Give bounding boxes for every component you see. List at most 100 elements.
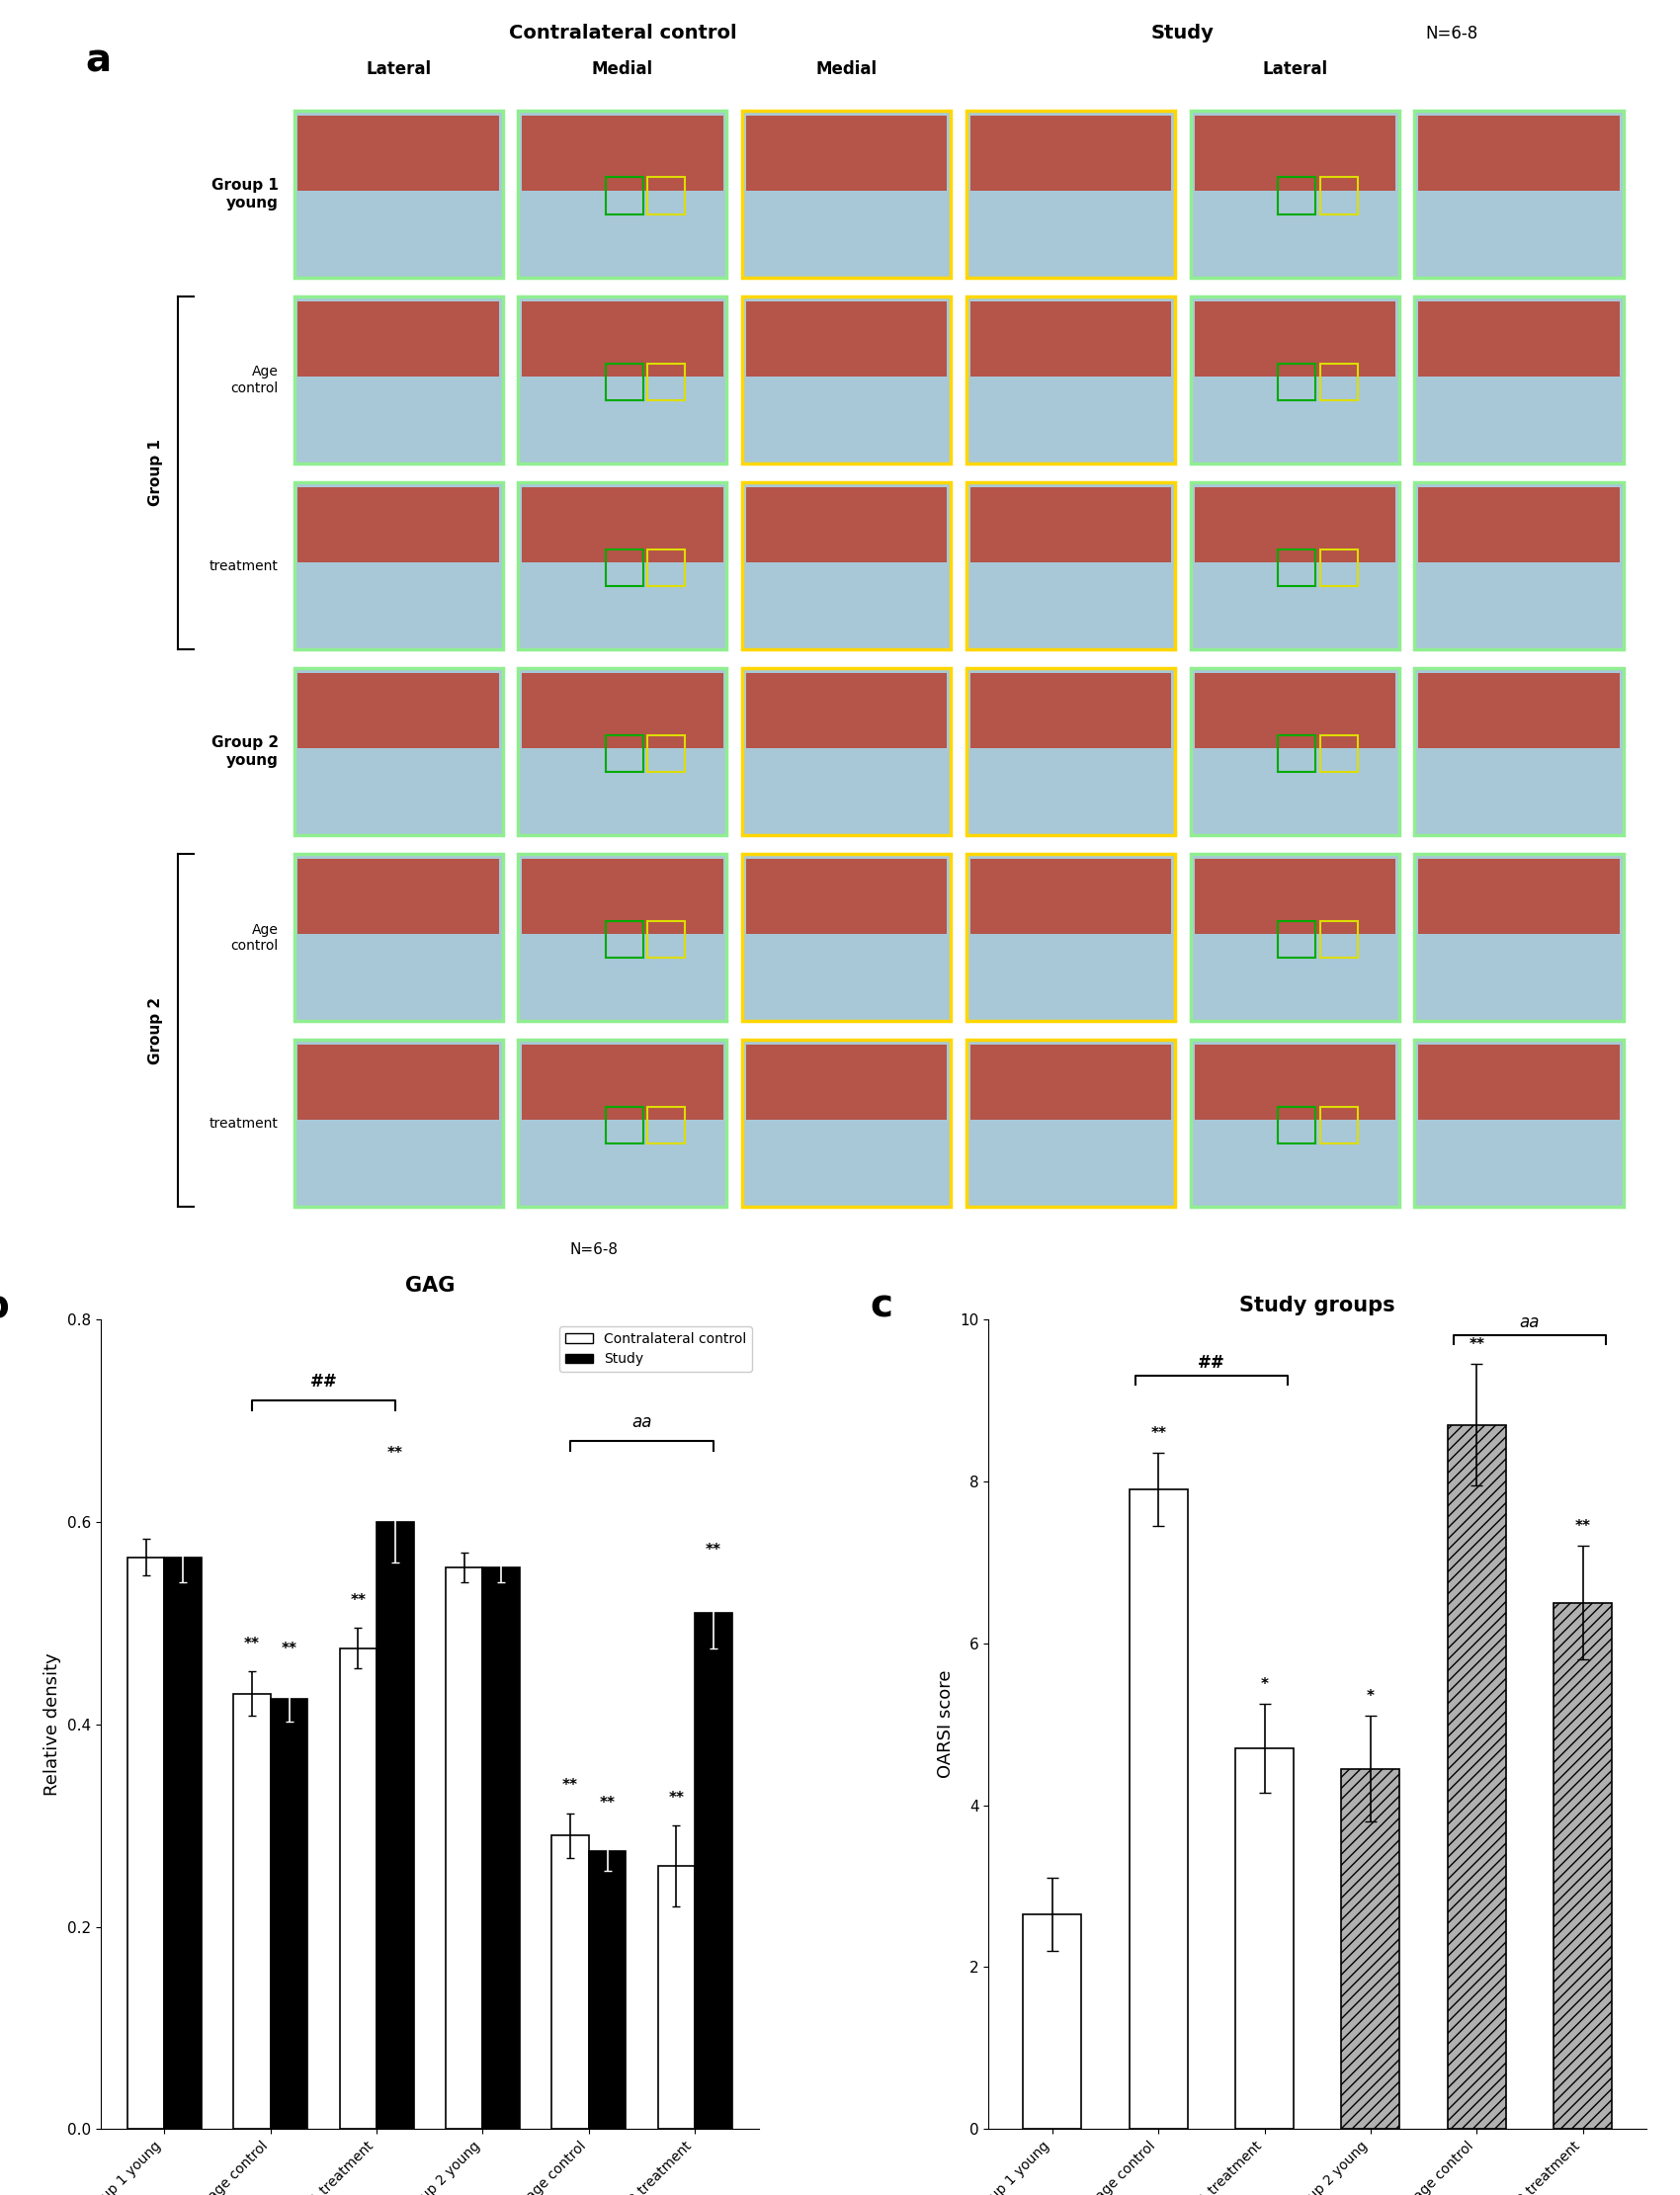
Text: **: ** xyxy=(388,1447,403,1462)
Text: Group 1
young: Group 1 young xyxy=(212,178,279,211)
Bar xyxy=(647,735,685,773)
Bar xyxy=(522,1045,722,1119)
Bar xyxy=(647,178,685,215)
Bar xyxy=(1278,735,1315,773)
Bar xyxy=(1320,1106,1357,1144)
Text: **: ** xyxy=(600,1796,615,1811)
Text: Group 2
young: Group 2 young xyxy=(212,735,279,768)
Bar xyxy=(1418,1045,1620,1119)
Text: **: ** xyxy=(706,1543,721,1556)
Text: **: ** xyxy=(669,1791,684,1804)
Text: treatment: treatment xyxy=(210,560,279,573)
Bar xyxy=(588,1850,627,2129)
Bar xyxy=(969,674,1171,748)
Text: Age
control: Age control xyxy=(230,364,279,395)
Text: N=6-8: N=6-8 xyxy=(570,1242,618,1258)
Bar xyxy=(234,1695,270,2129)
Text: *: * xyxy=(1260,1677,1268,1692)
Text: **: ** xyxy=(563,1778,578,1793)
Text: Medial: Medial xyxy=(816,59,877,77)
Bar xyxy=(297,487,499,562)
Bar xyxy=(1418,301,1620,375)
Bar xyxy=(1418,487,1620,562)
Bar xyxy=(606,362,643,399)
Bar xyxy=(1194,301,1394,375)
Text: c: c xyxy=(870,1286,894,1324)
Bar xyxy=(1320,362,1357,399)
Bar xyxy=(969,114,1171,191)
Y-axis label: Relative density: Relative density xyxy=(44,1653,62,1796)
Bar xyxy=(696,1613,732,2129)
Bar xyxy=(522,301,722,375)
Bar xyxy=(969,858,1171,935)
Bar xyxy=(647,922,685,957)
Text: **: ** xyxy=(706,1543,721,1556)
Text: Group 2: Group 2 xyxy=(148,997,163,1065)
Bar xyxy=(339,1648,376,2129)
Bar xyxy=(297,301,499,375)
Bar xyxy=(1448,1425,1505,2129)
Text: Study: Study xyxy=(1151,24,1215,42)
Bar xyxy=(1278,922,1315,957)
Bar xyxy=(1194,674,1394,748)
Bar xyxy=(1235,1749,1294,2129)
Text: **: ** xyxy=(600,1796,615,1811)
Bar xyxy=(165,1556,202,2129)
Text: **: ** xyxy=(281,1642,297,1657)
Text: Lateral: Lateral xyxy=(366,59,432,77)
Text: Age
control: Age control xyxy=(230,922,279,953)
Bar xyxy=(1194,114,1394,191)
Text: **: ** xyxy=(281,1642,297,1657)
Text: treatment: treatment xyxy=(210,1117,279,1130)
Title: Study groups: Study groups xyxy=(1240,1295,1396,1315)
Bar xyxy=(270,1699,307,2129)
Bar xyxy=(606,735,643,773)
Bar xyxy=(746,858,948,935)
Bar xyxy=(746,487,948,562)
Bar xyxy=(522,114,722,191)
Text: aa: aa xyxy=(632,1414,652,1431)
Bar xyxy=(1023,1914,1082,2129)
Text: **: ** xyxy=(388,1447,403,1462)
Text: *: * xyxy=(1366,1690,1374,1703)
Bar xyxy=(969,301,1171,375)
Bar xyxy=(1278,178,1315,215)
Bar xyxy=(746,1045,948,1119)
Title: GAG: GAG xyxy=(405,1275,455,1295)
Bar xyxy=(1418,674,1620,748)
Bar xyxy=(1278,549,1315,586)
Text: Group 1: Group 1 xyxy=(148,439,163,507)
Y-axis label: OARSI score: OARSI score xyxy=(937,1670,954,1778)
Bar xyxy=(969,487,1171,562)
Text: Lateral: Lateral xyxy=(1262,59,1327,77)
Bar xyxy=(647,1106,685,1144)
Bar xyxy=(1194,1045,1394,1119)
Legend: Contralateral control, Study: Contralateral control, Study xyxy=(559,1326,751,1372)
Bar xyxy=(1554,1602,1611,2129)
Bar xyxy=(1418,858,1620,935)
Text: N=6-8: N=6-8 xyxy=(1425,24,1478,42)
Bar xyxy=(746,114,948,191)
Bar xyxy=(1320,549,1357,586)
Text: ##: ## xyxy=(1198,1354,1225,1372)
Bar xyxy=(445,1567,482,2129)
Text: **: ** xyxy=(1574,1519,1591,1534)
Bar xyxy=(606,178,643,215)
Bar xyxy=(1320,735,1357,773)
Bar xyxy=(297,858,499,935)
Bar xyxy=(1278,362,1315,399)
Text: a: a xyxy=(86,42,111,79)
Bar xyxy=(376,1521,413,2129)
Text: **: ** xyxy=(1468,1337,1485,1352)
Bar xyxy=(1194,858,1394,935)
Bar xyxy=(522,674,722,748)
Bar xyxy=(1278,1106,1315,1144)
Bar xyxy=(1341,1769,1399,2129)
Bar xyxy=(1320,922,1357,957)
Text: aa: aa xyxy=(1520,1315,1541,1332)
Bar xyxy=(297,674,499,748)
Bar xyxy=(606,922,643,957)
Bar xyxy=(482,1567,519,2129)
Bar xyxy=(297,1045,499,1119)
Bar xyxy=(606,549,643,586)
